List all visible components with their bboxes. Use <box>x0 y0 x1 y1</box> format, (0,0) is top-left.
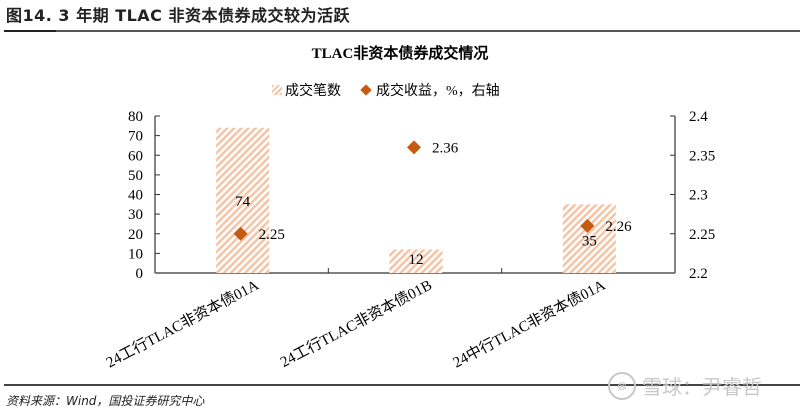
left-axis-tick-label: 0 <box>136 266 144 282</box>
x-axis-category-label: 24工行TLAC非资本债01B <box>278 277 435 371</box>
chart-title: TLAC非资本债券成交情况 <box>311 46 489 62</box>
bar-value-label: 74 <box>235 194 251 210</box>
bar-trade-count <box>216 127 270 274</box>
watermark-text: 雪球：尹睿哲 <box>642 375 762 399</box>
yield-diamond-marker <box>233 226 248 241</box>
bar-trade-count <box>389 249 443 273</box>
left-axis-tick-label: 40 <box>128 188 143 204</box>
left-axis-tick-label: 70 <box>128 129 143 145</box>
title-divider-accent <box>4 30 56 32</box>
right-axis-tick-label: 2.2 <box>689 266 708 282</box>
x-axis-category-label: 24工行TLAC非资本债01A <box>103 276 261 371</box>
legend-item-yield: 成交收益，%，右轴 <box>359 80 500 100</box>
legend-label: 成交收益，%，右轴 <box>376 84 500 99</box>
footer-divider <box>4 384 800 386</box>
right-axis-tick-label: 2.4 <box>689 109 708 125</box>
right-axis-tick-label: 2.35 <box>689 148 715 164</box>
left-axis-tick-label: 80 <box>128 109 143 125</box>
yield-diamond-marker <box>580 218 595 233</box>
yield-value-label: 2.26 <box>605 219 632 235</box>
bar-value-label: 35 <box>582 233 597 249</box>
right-axis-tick-label: 2.3 <box>689 188 708 204</box>
legend-label: 成交笔数 <box>285 84 341 99</box>
watermark: ⊗ 雪球：尹睿哲 <box>608 371 762 400</box>
legend-item-trade-count: 成交笔数 <box>272 80 341 100</box>
bar-trade-count <box>562 204 616 273</box>
bar-value-label: 12 <box>409 252 424 268</box>
right-axis-tick-label: 2.25 <box>689 227 715 243</box>
title-divider <box>4 30 800 32</box>
x-axis-category-label: 24中行TLAC非资本债01A <box>450 276 608 371</box>
chart-legend: 成交笔数 成交收益，%，右轴 <box>272 80 500 100</box>
yield-value-label: 2.25 <box>259 227 285 243</box>
left-axis-tick-label: 50 <box>128 168 143 184</box>
left-axis-tick-label: 60 <box>128 148 143 164</box>
left-axis-tick-label: 30 <box>128 207 143 223</box>
left-axis-tick-label: 10 <box>128 246 143 262</box>
left-axis-tick-label: 20 <box>128 227 143 243</box>
source-note: 资料来源：Wind，国投证券研究中心 <box>6 394 205 408</box>
yield-value-label: 2.36 <box>432 140 459 156</box>
snowball-logo-icon: ⊗ <box>608 371 636 400</box>
figure-title: 图14. 3 年期 TLAC 非资本债券成交较为活跃 <box>6 6 350 25</box>
yield-diamond-marker <box>407 140 421 155</box>
hatch-swatch-icon <box>272 85 282 95</box>
